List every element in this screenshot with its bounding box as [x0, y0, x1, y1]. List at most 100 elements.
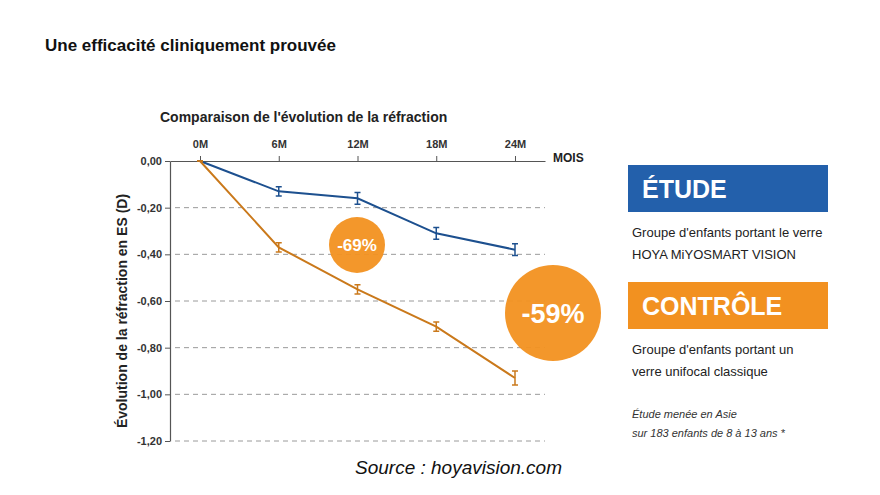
y-tick-label: -0,40 [137, 248, 162, 260]
y-tick: -0,20 [137, 202, 170, 214]
y-tick-label: -1,20 [137, 435, 162, 447]
error-bar-cap [355, 192, 361, 194]
y-axis-line [170, 162, 171, 442]
y-tick-mark [165, 301, 170, 302]
x-tick: 0M [193, 138, 208, 161]
annotation-circle [505, 265, 601, 361]
x-tick: 18M [426, 138, 447, 161]
annotation: -59% [505, 265, 601, 361]
annotation-text: -69% [337, 236, 377, 255]
error-bar-cap [355, 284, 361, 286]
y-tick: -0,40 [137, 248, 170, 260]
legend: ÉTUDE Groupe d'enfants portant le verre HO… [628, 165, 828, 379]
x-axis: 0M 6M 12M 18M 24M [171, 138, 546, 162]
x-tick-mark [515, 156, 516, 161]
y-axis-label: Évolution de la réfraction en ES (D) [114, 194, 130, 428]
error-bar-stem [514, 244, 516, 256]
error-bar-stem [278, 243, 280, 252]
x-tick-label: 6M [272, 138, 287, 150]
x-tick-label: 24M [505, 138, 526, 150]
x-axis-line [171, 161, 546, 162]
legend-item: ÉTUDE Groupe d'enfants portant le verre HO… [628, 165, 828, 262]
annotation-text: -59% [521, 299, 584, 329]
y-tick-mark [165, 348, 170, 349]
error-bar-cap [197, 160, 203, 162]
grid-line [175, 301, 545, 302]
error-bar-stem [357, 193, 359, 205]
y-tick-label: -1,00 [137, 388, 162, 400]
note: Étude menée en Asie [632, 408, 737, 420]
y-tick: 0,00 [141, 155, 170, 167]
legend-description: Groupe d'enfants portant un [632, 342, 793, 357]
x-tick-mark [436, 156, 437, 161]
error-bar-cap [512, 255, 518, 257]
x-tick-label: 12M [347, 138, 368, 150]
y-tick-mark [165, 441, 170, 442]
error-bar-stem [435, 228, 437, 240]
error-bar-cap [276, 251, 282, 253]
legend-box [628, 282, 828, 329]
x-tick-label: 18M [426, 138, 447, 150]
source: Source : hoyavision.com [355, 457, 562, 478]
error-bar-cap [276, 242, 282, 244]
error-bar [276, 243, 282, 252]
error-bar [355, 193, 361, 205]
error-bar-stem [357, 285, 359, 294]
y-tick-label: -0,80 [137, 342, 162, 354]
legend-item: CONTRÔLE Groupe d'enfants portant un verre… [628, 282, 828, 379]
grid-line [175, 441, 545, 442]
x-tick: 6M [272, 138, 287, 161]
y-tick-label: -0,20 [137, 202, 162, 214]
error-bar-cap [512, 384, 518, 386]
error-bar-cap [197, 160, 203, 162]
x-tick-label: 0M [193, 138, 208, 150]
y-tick: -0,80 [137, 342, 170, 354]
legend-name: ÉTUDE [642, 175, 727, 203]
error-bar-stem [435, 322, 437, 331]
x-tick-mark [279, 156, 280, 161]
chart: Une efficacité cliniquement prouvée Compa… [0, 0, 880, 495]
x-tick-mark [358, 156, 359, 161]
legend-name: CONTRÔLE [642, 291, 782, 320]
legend-description: HOYA MiYOSMART VISION [632, 247, 796, 262]
y-tick-label: -0,60 [137, 295, 162, 307]
error-bar-cap [433, 331, 439, 333]
grid-line [175, 347, 545, 348]
y-tick: -1,20 [137, 435, 170, 447]
error-bar [512, 371, 518, 385]
chart-title: Comparaison de l'évolution de la réfract… [160, 109, 447, 125]
error-bar-cap [355, 203, 361, 205]
error-bar-cap [433, 227, 439, 229]
legend-box [628, 165, 828, 212]
legend-description: Groupe d'enfants portant le verre [632, 225, 822, 240]
grid-line [175, 207, 545, 208]
note: sur 183 enfants de 8 à 13 ans * [632, 427, 786, 439]
error-bar-cap [433, 238, 439, 240]
grid [175, 208, 545, 441]
error-bar [433, 322, 439, 331]
error-bar [276, 187, 282, 196]
x-tick: 24M [505, 138, 526, 161]
error-bar-stem [514, 371, 516, 385]
error-bar-cap [433, 321, 439, 323]
legend-description: verre unifocal classique [632, 364, 768, 379]
plot-area [197, 161, 518, 385]
page-title: Une efficacité cliniquement prouvée [45, 36, 336, 55]
y-tick-mark [165, 161, 170, 162]
grid-line [175, 394, 545, 395]
error-bar [355, 285, 361, 294]
error-bar [197, 161, 203, 162]
y-tick: -0,60 [137, 295, 170, 307]
error-bar-cap [355, 293, 361, 295]
error-bar [512, 244, 518, 256]
error-bar-cap [276, 195, 282, 197]
error-bar-cap [197, 160, 203, 162]
error-bar [197, 161, 203, 162]
error-bar-cap [512, 370, 518, 372]
error-bar-cap [276, 186, 282, 188]
y-tick-mark [165, 254, 170, 255]
error-bar [433, 228, 439, 240]
y-tick-mark [165, 394, 170, 395]
y-tick-mark [165, 208, 170, 209]
y-axis: 0,00 -0,20 -0,40 -0,60 -0,80 -1,00 -1,20 [137, 155, 171, 447]
